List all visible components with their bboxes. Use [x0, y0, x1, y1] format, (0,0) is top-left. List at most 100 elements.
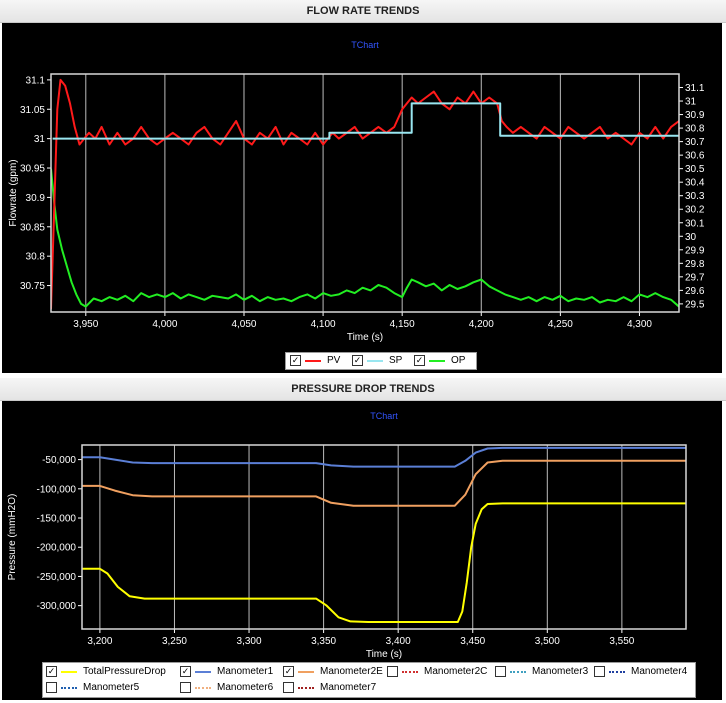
series-line-manometer2e — [82, 459, 686, 507]
y-tick-label: -250,000 — [37, 572, 77, 583]
y-axis-label: Flowrate (gpm) — [8, 159, 19, 226]
legend-label: Manometer3 — [532, 666, 589, 677]
y-tick-label: 30.9 — [26, 193, 46, 204]
legend-label: Manometer1 — [217, 666, 274, 677]
y-right-tick-label: 29.7 — [685, 272, 705, 283]
x-tick-label: 3,200 — [87, 636, 112, 647]
x-tick-label: 3,550 — [609, 636, 634, 647]
series-line-manometer1 — [82, 446, 686, 468]
y-tick-label: -200,000 — [37, 543, 77, 554]
legend-label: PV — [327, 355, 341, 366]
y-right-tick-label: 30.2 — [685, 205, 705, 216]
series-line-totalpressuredrop — [82, 502, 686, 623]
legend-checkbox[interactable]: ✓ — [283, 666, 294, 677]
y-right-tick-label: 29.6 — [685, 286, 705, 297]
legend-checkbox[interactable]: ✓ — [180, 666, 191, 677]
legend-swatch — [367, 359, 383, 362]
flow-rate-chart-panel: TChart 3,950 4,000 4,050 4,100 4,150 4,200 4,25… — [2, 23, 722, 373]
x-tick-label: 3,300 — [237, 636, 262, 647]
y-right-tick-label: 30 — [685, 232, 697, 243]
x-tick-label: 4,200 — [469, 319, 494, 330]
x-tick-label: 3,350 — [311, 636, 336, 647]
y-right-tick-label: 30.9 — [685, 110, 705, 121]
x-tick-label: 3,950 — [73, 319, 98, 330]
pressure-drop-chart: TChart 3,200 3,250 3,300 3,350 3,400 3,450 3,50… — [7, 411, 687, 660]
y-tick-label: 31.1 — [26, 75, 46, 86]
legend-checkbox[interactable] — [283, 682, 294, 693]
legend-checkbox[interactable] — [46, 682, 57, 693]
legend-item-manometer4[interactable]: Manometer4 — [594, 665, 687, 678]
y-tick-label: -100,000 — [37, 484, 77, 495]
plot-area — [82, 446, 686, 623]
y-right-tick-label: 31 — [685, 97, 697, 108]
legend-checkbox[interactable]: ✓ — [290, 355, 301, 366]
y-right-tick-label: 29.9 — [685, 245, 705, 256]
y-right-tick-label: 29.8 — [685, 259, 705, 270]
flow-rate-chart: TChart 3,950 4,000 4,050 4,100 4,150 4,200 4,25… — [8, 40, 722, 343]
series-line-pv — [51, 78, 679, 310]
x-tick-label: 3,400 — [386, 636, 411, 647]
x-tick-label: 3,250 — [162, 636, 187, 647]
legend-label: OP — [451, 355, 466, 366]
legend-label: SP — [389, 355, 403, 366]
y-tick-label: -300,000 — [37, 601, 77, 612]
chart-title: TChart — [351, 40, 379, 50]
legend-item-manometer7[interactable]: Manometer7 — [283, 681, 376, 694]
legend-checkbox[interactable]: ✓ — [46, 666, 57, 677]
legend-swatch — [298, 670, 314, 673]
legend-swatch — [429, 359, 445, 362]
legend-label: Manometer6 — [217, 682, 274, 693]
y-tick-label: -50,000 — [42, 455, 76, 466]
x-tick-label: 3,450 — [460, 636, 485, 647]
legend-swatch — [609, 670, 625, 673]
legend-checkbox[interactable] — [594, 666, 605, 677]
legend-checkbox[interactable] — [387, 666, 398, 677]
legend-checkbox[interactable]: ✓ — [352, 355, 363, 366]
legend-swatch — [305, 359, 321, 362]
y-right-tick-label: 29.5 — [685, 299, 705, 310]
legend-item-sp[interactable]: ✓ SP — [352, 354, 402, 367]
legend-item-op[interactable]: ✓ OP — [414, 354, 465, 367]
y-tick-label: 30.75 — [20, 281, 45, 292]
x-tick-label: 4,000 — [152, 319, 177, 330]
legend-swatch — [510, 670, 526, 673]
legend-item-manometer2e[interactable]: ✓ Manometer2E — [283, 665, 383, 678]
y-tick-label: 30.95 — [20, 164, 45, 175]
series-line-op — [51, 168, 679, 308]
legend-checkbox[interactable]: ✓ — [414, 355, 425, 366]
series-line-sp — [52, 102, 679, 140]
legend-item-manometer6[interactable]: Manometer6 — [180, 681, 273, 694]
y-right-tick-label: 30.3 — [685, 191, 705, 202]
chart-title: TChart — [370, 411, 398, 421]
legend-label: Manometer2E — [320, 666, 383, 677]
legend-swatch — [402, 670, 418, 673]
flow-panel-header: FLOW RATE TRENDS — [0, 0, 726, 23]
legend-checkbox[interactable] — [495, 666, 506, 677]
legend-item-manometer2c[interactable]: Manometer2C — [387, 665, 487, 678]
y-tick-label: 31 — [34, 134, 46, 145]
legend-label: Manometer5 — [83, 682, 140, 693]
x-tick-label: 4,050 — [231, 319, 256, 330]
flow-legend: ✓ PV ✓ SP ✓ OP — [285, 352, 477, 370]
x-axis-label: Time (s) — [347, 332, 383, 343]
y-right-tick-label: 30.6 — [685, 151, 705, 162]
plot-frame — [81, 444, 687, 630]
y-right-tick-label: 31.1 — [685, 83, 705, 94]
y-right-tick-label: 30.8 — [685, 124, 705, 135]
legend-item-pv[interactable]: ✓ PV — [290, 354, 340, 367]
legend-label: Manometer7 — [320, 682, 377, 693]
x-tick-label: 4,300 — [627, 319, 652, 330]
legend-item-manometer5[interactable]: Manometer5 — [46, 681, 139, 694]
y-right-tick-label: 30.1 — [685, 218, 705, 229]
pressure-drop-chart-panel: TChart 3,200 3,250 3,300 3,350 3,400 3,450 3,50… — [2, 401, 722, 700]
legend-item-totalpressuredrop[interactable]: ✓ TotalPressureDrop — [46, 665, 166, 678]
legend-swatch — [61, 670, 77, 673]
y-tick-label: 30.85 — [20, 222, 45, 233]
legend-item-manometer1[interactable]: ✓ Manometer1 — [180, 665, 273, 678]
legend-checkbox[interactable] — [180, 682, 191, 693]
x-tick-label: 4,250 — [548, 319, 573, 330]
y-tick-label: 31.05 — [20, 105, 45, 116]
legend-item-manometer3[interactable]: Manometer3 — [495, 665, 588, 678]
legend-swatch — [298, 686, 314, 689]
plot-area — [51, 78, 679, 310]
